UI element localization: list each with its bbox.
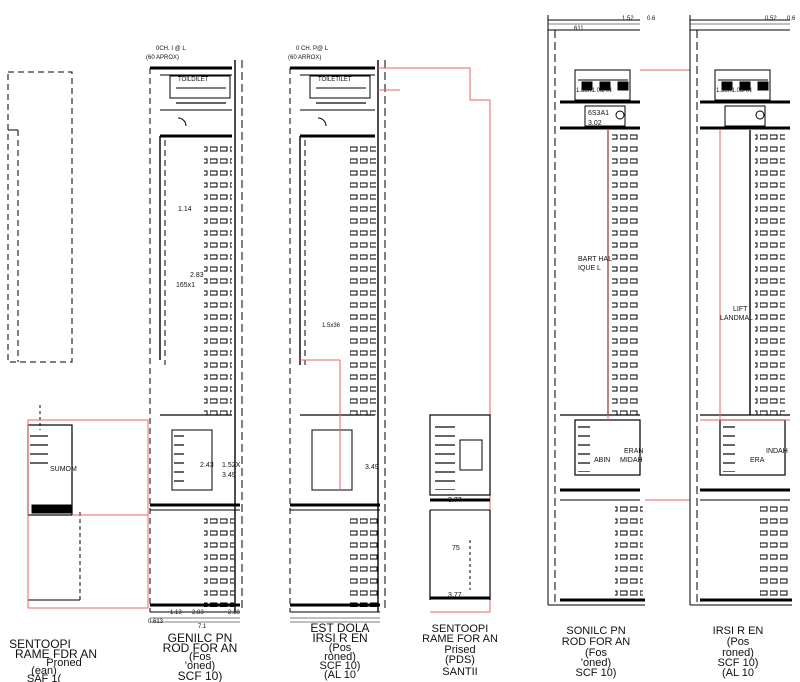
s3a1-label: 6S3A1 [588,110,610,117]
dim-165: 165x1 [176,282,196,289]
era-label: ERA [750,457,765,464]
block-6 [689,15,792,606]
dim-377b: 3.77 [448,592,462,599]
blk-a-label: 1.38X1.08AN [576,88,612,94]
dim-377a: 3.77 [448,497,462,504]
title-6-line-3: roned) [722,647,754,659]
dim-113: 1.13 [170,610,182,616]
ch-label-2b: (60 ARROX) [288,55,322,61]
title-2-line-3: (Fos [189,651,211,663]
title-4-line-4: (PDS) [445,654,475,666]
title-4-line-2: RAME FOR AN [422,633,498,645]
title-1-line-4: (ean) [31,665,57,677]
block-2 [149,60,243,613]
abin-label: ABIN [594,457,611,464]
dim-75: 75 [452,545,460,552]
title-1-line-5: SAF 1( [26,673,62,682]
dim-349a: 3.49 [222,472,236,479]
toilet-label-2: TOILETILET [318,77,352,83]
ch-label-2: 0 CH. P@ L [296,46,329,52]
d302-label: 3.02 [588,120,602,127]
top-pt1: 1.52 [622,16,634,22]
title-6-line-1: IRSI R EN [712,625,764,637]
title-4-line-3: Prised [444,644,476,656]
title-3-line-4: roned) [324,651,356,663]
dim-0613: 0.613 [148,619,164,625]
title-6-line-2: (Pos [726,636,750,648]
midah-label: MIDAH [620,457,643,464]
title-3-line-3: (Pos [328,642,352,654]
top-611: 611 [574,26,584,32]
dim-152: 1.52X [222,462,241,469]
title-3-line-1: EST DOLA [310,621,370,635]
block-3 [289,60,491,613]
lift-label-2: LANDMAL [720,315,754,322]
dim-283: 2.83 [190,272,204,279]
title-5-line-4: 'oned) [580,657,612,669]
top-pt4: 0.6 [787,16,796,22]
title-4-line-1: SENTOOPI [431,623,489,635]
title-2-line-2: ROD FOR AN [162,641,238,655]
title-3-line-5: SCF 10) [319,660,361,672]
dim-243: 2.43 [200,462,214,469]
indah-label: INDAH [766,448,788,455]
top-pt3: 0.52 [765,16,777,22]
toilet-label-1: TOILDILET [178,77,209,83]
dim-349b: 3.49 [365,464,379,471]
dim-114: 1.14 [178,206,192,213]
title-2-line-5: SCF 10) [177,669,223,682]
ch-label-1: 0CH. I @ L [156,46,186,52]
block-1 [7,71,149,609]
title-1-line-1: SENTOOPI [9,637,71,651]
eran-label: ERAN [624,448,644,455]
dim-218: 2.18 [228,610,240,616]
title-1-line-2: RAME FDR AN [14,647,98,661]
title-5-line-2: ROD FOR AN [561,636,631,648]
dim-71: 7.1 [198,624,207,630]
lift-label: LIFT [733,306,748,313]
title-5-line-3: (Fos [585,647,607,659]
ch-label-1b: (60 APROX) [146,55,180,61]
dim-283b: 2.83 [192,610,204,616]
title-5-line-5: SCF 10) [575,667,617,679]
title-2-line-4: 'oned) [184,660,216,672]
block-5 [547,15,691,606]
title-5-line-1: SONILC PN [566,625,626,637]
title-4-line-5: SANTII [442,666,478,678]
block-4 [429,414,491,600]
dimension-lines [150,23,790,623]
dim-1x36: 1.5x36 [322,323,341,329]
bart-hall-label-2: IQUE L [578,265,601,272]
top-pt2: 0.6 [647,16,656,22]
sumom-label: SUMOM [50,466,77,473]
blk-b-label: 1.38X1.08AN [716,88,752,94]
title-6-line-5: (AL 10 [721,667,755,679]
title-3-line-2: IRSI R EN [312,631,368,645]
title-6-line-4: SCF 10) [717,657,759,669]
bart-hall-label: BART HAL [578,256,612,263]
title-3-line-6: (AL 10 [323,669,357,681]
title-1-line-3: Proned [46,657,82,669]
title-2-line-1: GENILC PN [167,631,233,645]
